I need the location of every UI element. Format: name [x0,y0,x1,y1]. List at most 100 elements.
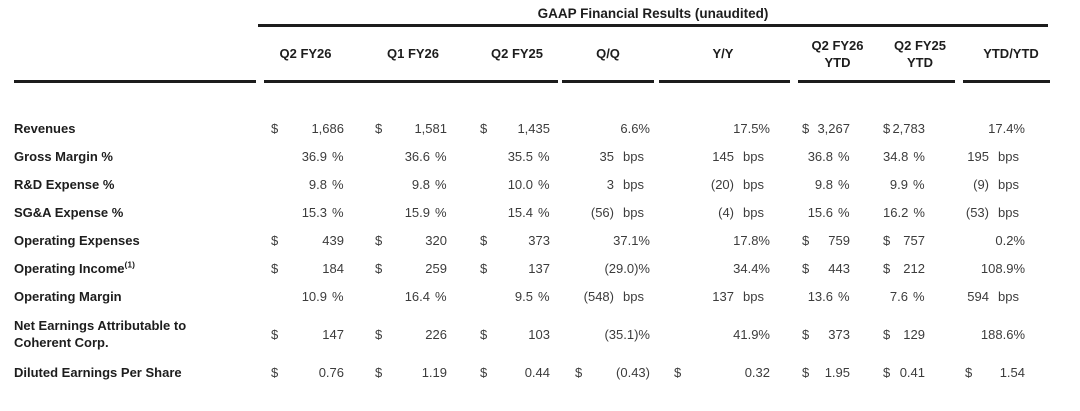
dollar-sign: $ [575,364,583,380]
dollar-sign: $ [375,326,383,342]
header-underline-segment [562,80,654,83]
table-cell: 16.4% [368,289,458,304]
cell-unit: bps [623,148,644,164]
dollar-sign: $ [883,364,891,380]
cell-unit: % [332,288,344,304]
cell-unit: % [838,204,850,220]
row-label: SG&A Expense % [14,204,124,220]
header-underline-segment [659,80,790,83]
table-cell: $103 [474,327,560,342]
cell-unit: % [838,176,850,192]
table-cell: 16.2% [869,205,955,220]
dollar-sign: $ [674,364,682,380]
cell-unit: % [332,148,344,164]
column-header: Y/Y [656,45,790,62]
cell-value: 137 [528,260,550,276]
table-cell: 0.2% [963,233,1059,248]
table-cell: 15.3% [258,205,353,220]
cell-value: 373 [828,326,850,342]
column-header: Q/Q [560,45,656,62]
dollar-sign: $ [480,260,488,276]
cell-value: 36.9 [301,148,327,164]
cell-value: 212 [903,260,925,276]
header-underline-segment [14,80,256,83]
cell-value: 145 [712,148,734,164]
cell-value: 13.6 [807,288,833,304]
row-label: Revenues [14,120,76,136]
cell-unit: % [913,288,925,304]
title-row: GAAP Financial Results (unaudited) [0,5,1080,22]
cell-value: (4) [718,204,734,220]
table-cell: $147 [258,327,353,342]
cell-unit: bps [998,176,1019,192]
column-header: Q2 FY25 YTD [869,37,955,71]
dollar-sign: $ [480,326,488,342]
cell-value: 10.0 [507,176,533,192]
cell-value: 757 [903,232,925,248]
cell-value: 36.8 [807,148,833,164]
table-cell: (53) bps [963,205,1059,220]
table-row: Diluted Earnings Per Share $0.76 $1.19 $0.4… [0,358,1080,386]
cell-value: 17.4% [988,120,1025,136]
cell-value: 0.32 [744,364,770,380]
cell-value: 9.8 [814,176,833,192]
header-underline-segment [963,80,1050,83]
dollar-sign: $ [480,364,488,380]
cell-value: 34.8 [883,148,909,164]
dollar-sign: $ [480,120,488,136]
dollar-sign: $ [375,120,383,136]
cell-value: 3,267 [817,120,850,136]
cell-value: 1.95 [824,364,850,380]
table-cell: $226 [368,327,458,342]
cell-value: 34.4% [733,260,770,276]
cell-value: 10.9 [301,288,327,304]
cell-unit: bps [743,204,764,220]
dollar-sign: $ [965,364,973,380]
dollar-sign: $ [480,232,488,248]
cell-value: (56) [590,204,614,220]
table-cell: (20) bps [656,177,790,192]
title-underline-row [0,22,1080,27]
table-cell: 9.8% [790,177,869,192]
table-cell: $259 [368,261,458,276]
table-row: Operating Margin 10.9% 16.4% 9.5% (548) bps 13… [0,282,1080,310]
table-cell: $0.41 [869,365,955,380]
table-cell: $757 [869,233,955,248]
cell-value: 1,581 [414,120,447,136]
cell-unit: % [435,204,447,220]
cell-unit: bps [998,148,1019,164]
dollar-sign: $ [271,232,279,248]
cell-unit: % [838,288,850,304]
cell-value: 759 [828,232,850,248]
cell-value: 0.41 [899,364,925,380]
dollar-sign: $ [802,326,810,342]
table-body: Revenues $1,686 $1,581 $1,435 6.6% 17.5% $3,26… [0,114,1080,386]
table-cell: $373 [474,233,560,248]
table-cell: 13.6% [790,289,869,304]
table-cell: $373 [790,327,869,342]
cell-value: 0.44 [524,364,550,380]
header-underline-row [0,80,1080,83]
title-underline [258,24,1048,27]
table-cell: 34.8% [869,149,955,164]
cell-value: 137 [712,288,734,304]
column-header: Q1 FY26 [368,45,458,62]
dollar-sign: $ [375,232,383,248]
cell-value: 7.6 [889,288,908,304]
table-cell: $3,267 [790,121,869,136]
table-cell: 9.9% [869,177,955,192]
table-cell: 17.8% [656,233,790,248]
cell-value: (29.0)% [604,260,650,276]
table-cell: 594 bps [963,289,1059,304]
cell-value: 439 [322,232,344,248]
cell-unit: bps [623,204,644,220]
table-cell: 15.9% [368,205,458,220]
table-cell: 17.5% [656,121,790,136]
cell-unit: % [538,176,550,192]
header-underline-segment [798,80,955,83]
cell-unit: % [538,204,550,220]
table-cell: $0.32 [656,365,790,380]
column-header-row: Q2 FY26 Q1 FY26 Q2 FY25 Q/Q Y/Y Q2 FY26 YTD Q2 … [0,27,1080,80]
cell-value: 16.4 [404,288,430,304]
column-header-line2: YTD [907,54,933,70]
